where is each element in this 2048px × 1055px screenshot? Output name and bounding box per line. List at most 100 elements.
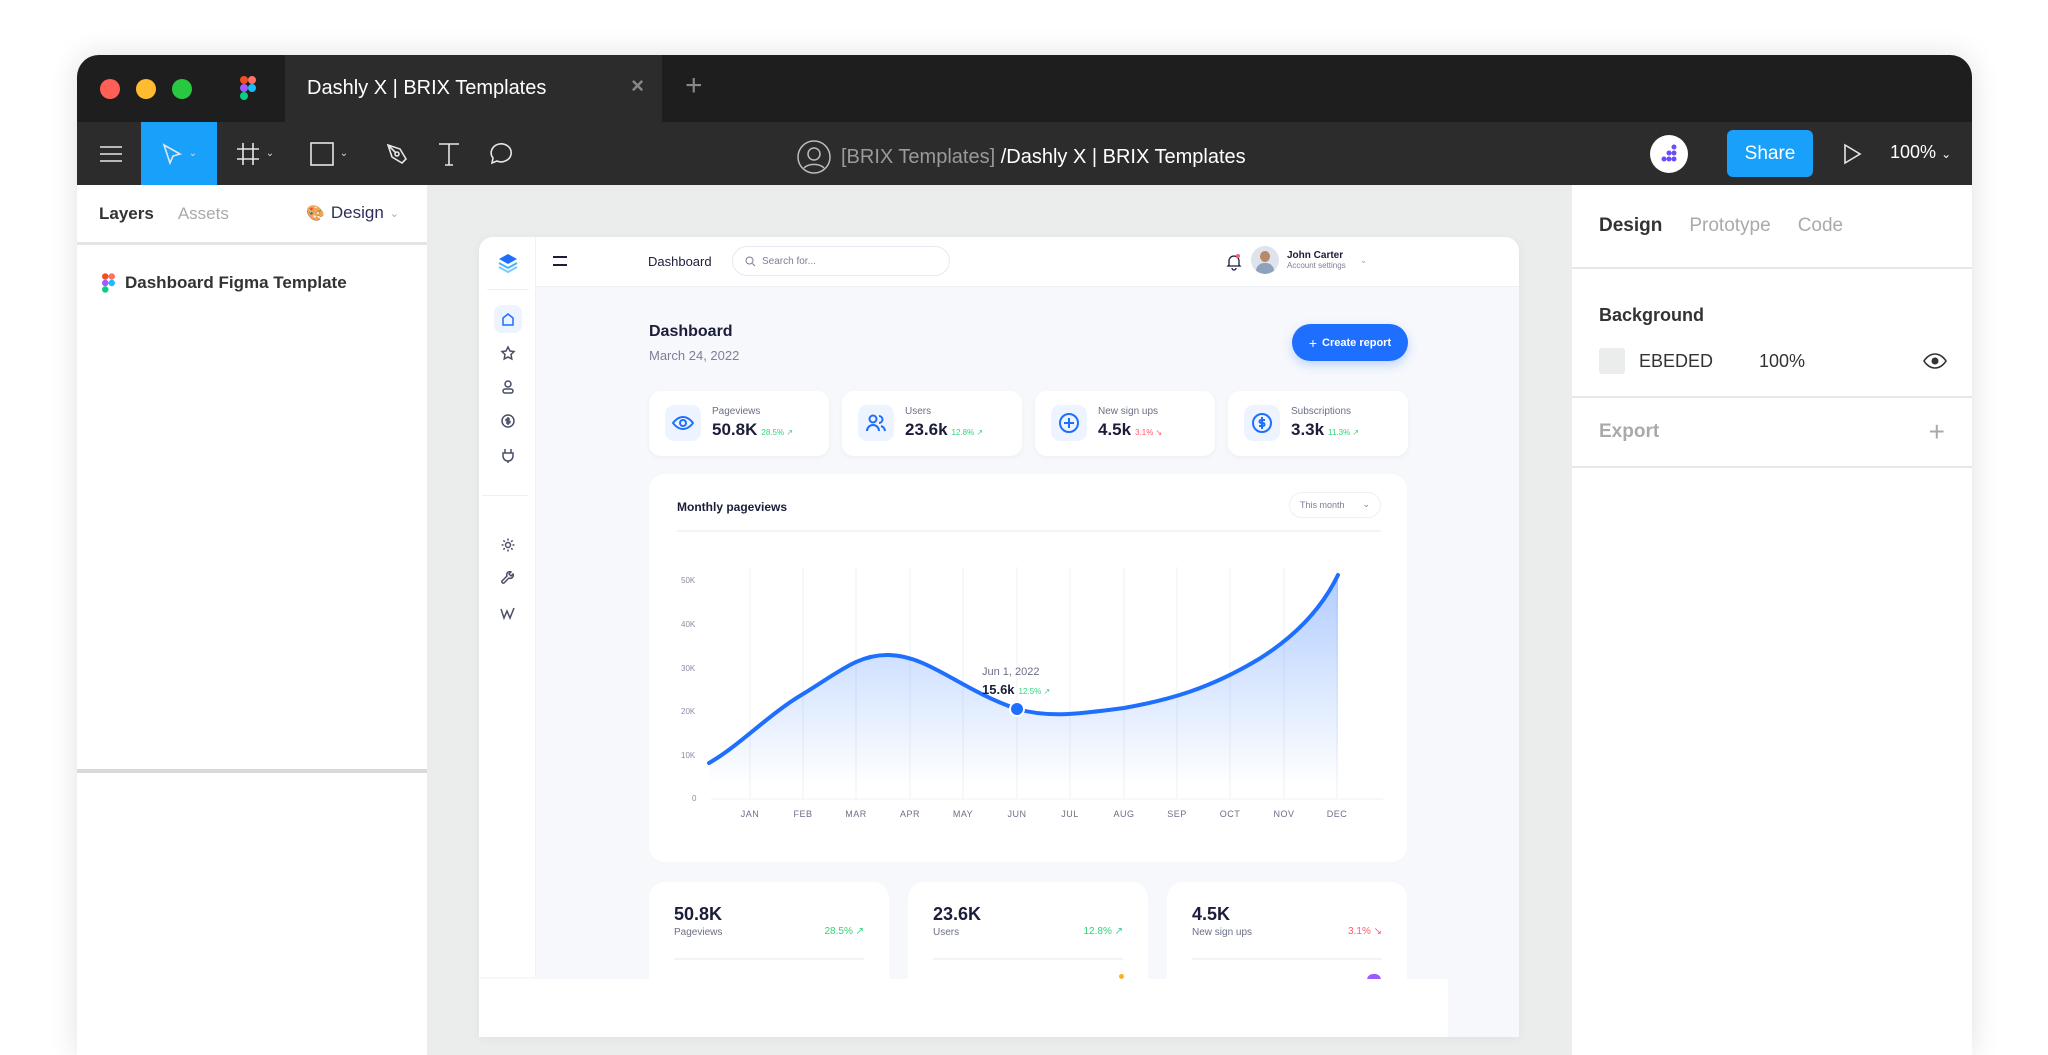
stat-change: 12.8% ↗	[951, 428, 984, 437]
tab-assets[interactable]: Assets	[177, 203, 229, 223]
period-select[interactable]: This month ⌄	[1289, 492, 1381, 518]
user-icon	[502, 380, 514, 394]
main-menu-button[interactable]	[91, 122, 131, 185]
palette-icon: 🎨	[306, 205, 325, 222]
layer-item[interactable]: Dashboard Figma Template	[102, 273, 427, 293]
chart-dot	[1367, 974, 1381, 980]
dollar-icon	[1252, 413, 1272, 433]
stat-card-pageviews[interactable]: Pageviews 50.8K 28.5% ↗	[649, 391, 829, 456]
add-export-button[interactable]: +	[1928, 416, 1945, 447]
maximize-window-button[interactable]	[172, 79, 192, 99]
page-date: March 24, 2022	[649, 348, 740, 363]
hamburger-icon	[100, 145, 122, 162]
nav-settings[interactable]	[494, 531, 522, 559]
panel-divider[interactable]	[77, 769, 427, 773]
background-title: Background	[1599, 305, 1705, 325]
chevron-down-icon: ⌄	[265, 148, 275, 159]
stat-label: New sign ups	[1098, 406, 1159, 417]
plug-icon	[502, 449, 514, 463]
file-tab[interactable]: Dashly X | BRIX Templates ×	[285, 55, 662, 122]
nav-webflow[interactable]	[494, 599, 522, 627]
breadcrumb[interactable]: Dashboard	[648, 254, 712, 269]
tab-design[interactable]: Design	[1599, 215, 1663, 236]
properties-panel: Design Prototype Code Background EBEDED …	[1572, 185, 1972, 1055]
rectangle-icon	[309, 141, 334, 166]
stat-change: 28.5% ↗	[761, 428, 793, 437]
close-window-button[interactable]	[100, 79, 120, 99]
frame-tool-button[interactable]: ⌄	[227, 122, 283, 185]
y-tick: 20K	[681, 707, 696, 716]
x-tick: APR	[899, 809, 921, 819]
stat-value: 3.3k	[1291, 420, 1325, 439]
opacity-input[interactable]: 100%	[1759, 350, 1806, 371]
y-tick: 30K	[681, 664, 696, 673]
present-button[interactable]	[1837, 122, 1867, 185]
hex-input[interactable]: EBEDED	[1639, 350, 1714, 371]
comment-icon	[490, 142, 512, 164]
x-tick: SEP	[1167, 809, 1187, 819]
account-menu[interactable]: John Carter Account settings ⌄	[1251, 246, 1367, 274]
bell-icon[interactable]	[1226, 253, 1242, 271]
nav-home[interactable]	[494, 305, 522, 333]
monthly-pageviews-card: Monthly pageviews This month ⌄ 50K 40K 3…	[649, 474, 1407, 862]
nav-integrations[interactable]	[494, 441, 522, 469]
stat-card-subscriptions[interactable]: Subscriptions 3.3k 11.3% ↗	[1228, 391, 1408, 456]
tab-prototype[interactable]: Prototype	[1689, 215, 1771, 236]
shape-tool-button[interactable]: ⌄	[304, 122, 354, 185]
stat-card-signups[interactable]: New sign ups 4.5k 3.1% ↘	[1035, 391, 1215, 456]
share-button[interactable]: Share	[1727, 130, 1813, 177]
x-tick: FEB	[793, 809, 813, 819]
design-dropdown[interactable]: 🎨 Design ⌄	[306, 203, 399, 223]
color-swatch[interactable]	[1599, 348, 1625, 374]
pen-tool-button[interactable]	[382, 122, 412, 185]
dashboard-frame[interactable]: Dashboard Search for... John Carter Acco…	[479, 237, 1519, 1037]
dots-avatar-icon	[1661, 144, 1677, 162]
summary-change: 28.5% ↗	[824, 926, 864, 937]
hamburger-icon[interactable]	[552, 255, 568, 267]
chart-title: Monthly pageviews	[677, 500, 788, 514]
zoom-dropdown[interactable]: 100% ⌄	[1890, 142, 1951, 163]
highlight-point[interactable]	[1009, 701, 1025, 717]
tab-close-icon[interactable]: ×	[631, 73, 644, 98]
x-tick: NOV	[1273, 809, 1295, 819]
stat-label: Pageviews	[712, 406, 761, 417]
nav-billing[interactable]	[494, 407, 522, 435]
search-input[interactable]: Search for...	[732, 246, 950, 276]
user-avatar[interactable]	[1650, 135, 1688, 173]
summary-label: Users	[933, 927, 960, 938]
chart-dot	[1119, 974, 1124, 979]
summary-change: 3.1% ↘	[1348, 926, 1382, 937]
background-fill-row: EBEDED 100%	[1599, 326, 1947, 396]
text-tool-button[interactable]	[434, 122, 464, 185]
x-tick: OCT	[1219, 809, 1241, 819]
stat-label: Subscriptions	[1291, 406, 1352, 417]
create-report-label: Create report	[1322, 336, 1392, 349]
search-icon	[745, 256, 756, 266]
dashboard-topbar: Dashboard Search for... John Carter Acco…	[536, 237, 1519, 287]
nav-tools[interactable]	[494, 565, 522, 593]
summary-label: New sign ups	[1192, 927, 1253, 938]
nav-users[interactable]	[494, 373, 522, 401]
dashboard-sidebar	[479, 237, 536, 977]
move-tool-button[interactable]: ⌄	[141, 122, 217, 185]
chevron-down-icon: ⌄	[1941, 147, 1952, 161]
nav-favorites[interactable]	[494, 339, 522, 367]
tab-layers[interactable]: Layers	[99, 203, 154, 223]
plus-circle-icon	[1059, 413, 1079, 433]
tab-code[interactable]: Code	[1797, 215, 1844, 236]
home-icon	[502, 313, 514, 326]
stat-card-users[interactable]: Users 23.6k 12.8% ↗	[842, 391, 1022, 456]
plus-icon: +	[1308, 334, 1318, 351]
layers-panel: Layers Assets 🎨 Design ⌄ Dashboard Figma…	[77, 185, 427, 1055]
document-title[interactable]: [BRIX Templates] /Dashly X | BRIX Templa…	[797, 140, 1246, 174]
create-report-button[interactable]: + Create report	[1292, 324, 1408, 361]
avatar	[1251, 246, 1279, 274]
chart-divider	[677, 530, 1381, 532]
comment-tool-button[interactable]	[484, 122, 518, 185]
area-chart[interactable]	[649, 474, 1407, 862]
new-tab-button[interactable]: +	[685, 69, 703, 102]
tooltip-value: 15.6k 12.5% ↗	[982, 682, 1050, 697]
left-panel-tabs: Layers Assets 🎨 Design ⌄	[77, 185, 427, 245]
minimize-window-button[interactable]	[136, 79, 156, 99]
eye-icon[interactable]	[1923, 353, 1947, 369]
